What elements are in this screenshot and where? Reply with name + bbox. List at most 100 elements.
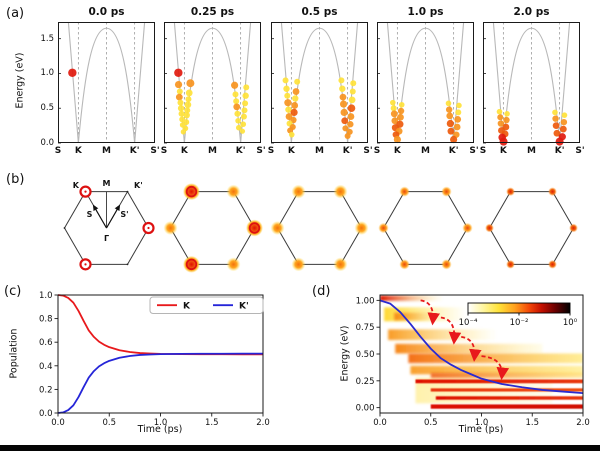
panel-d-xlabel: Time (ps) xyxy=(458,424,504,435)
brillouin-zone-hexagon xyxy=(485,187,578,269)
band-panel-xticks: S K M K' S' xyxy=(54,146,160,158)
population-curve-Kp xyxy=(57,352,263,414)
bz-corner-marker xyxy=(399,259,410,270)
band-xtick-label: K xyxy=(180,146,188,156)
panel-c-xlabel: Time (ps) xyxy=(137,424,183,435)
band-xtick-label: S xyxy=(160,146,168,156)
band-xtick-label: S xyxy=(373,146,381,156)
band-panel-time-title: 0.0 ps xyxy=(88,6,125,18)
band-panel-xticks: S K M K' S' xyxy=(373,146,479,158)
band-xtick-label: M xyxy=(527,146,536,156)
heatmap-xtick-label: 0.0 xyxy=(373,418,387,428)
bz-corner-marker xyxy=(226,184,241,199)
heatmap-ytick-label: 1.00 xyxy=(356,296,375,306)
band-panel-time-title: 0.25 ps xyxy=(190,6,235,18)
population-xtick-label: 0.0 xyxy=(51,418,65,428)
bz-corner-marker xyxy=(354,221,369,235)
bz-corner-marker xyxy=(333,257,348,272)
population-xtick-label: 0.5 xyxy=(102,418,116,428)
panel-c-label: (c) xyxy=(4,284,22,299)
mean-energy-curve xyxy=(380,299,583,395)
bz-corner-marker xyxy=(183,255,200,273)
band-xtick-label: M xyxy=(102,146,111,156)
heatmap-xtick-label: 0.5 xyxy=(424,418,438,428)
band-xtick-label: K xyxy=(74,146,82,156)
heatmap-xtick-label: 2.0 xyxy=(576,418,590,428)
band-xtick-label: K xyxy=(287,146,295,156)
band-xtick-label: K' xyxy=(554,146,565,156)
band-panel-xticks: S K M K' S' xyxy=(479,146,585,158)
band-ytick-label: 1.0 xyxy=(40,68,54,79)
brillouin-zone-hexagon xyxy=(270,184,369,272)
panel-a-label: (a) xyxy=(6,6,25,21)
band-structure-panel xyxy=(271,21,368,144)
bz-corner-marker xyxy=(441,186,452,197)
bz-corner-marker xyxy=(333,184,348,199)
bz-corner-marker xyxy=(79,185,92,198)
band-xtick-label: S' xyxy=(256,146,266,156)
population-ytick-label: 0.0 xyxy=(39,409,53,419)
band-ytick-label: 1.5 xyxy=(40,33,54,44)
population-ytick-label: 0.8 xyxy=(39,315,53,325)
colorbar-tick-label: 10⁻⁴ xyxy=(459,318,478,328)
cascade-arrows xyxy=(420,299,510,381)
band-structure-panel xyxy=(483,21,580,146)
panel-a-ylabel: Energy (eV) xyxy=(14,52,26,109)
bz-point-label: K xyxy=(73,181,80,190)
electron-occupation-dots xyxy=(390,99,462,144)
bz-corner-marker xyxy=(506,259,515,269)
heatmap-ytick-label: 0.00 xyxy=(356,404,375,414)
legend-label-K: K xyxy=(183,302,191,312)
bz-corner-marker xyxy=(79,258,92,271)
bz-corner-marker xyxy=(226,257,241,272)
bz-corner-marker xyxy=(441,259,452,270)
heatmap-xtick-label: 1.5 xyxy=(525,418,539,428)
band-xtick-label: M xyxy=(315,146,324,156)
legend: K K' xyxy=(149,296,264,314)
bz-point-label: S xyxy=(87,210,93,219)
population-ytick-label: 0.2 xyxy=(39,385,53,395)
band-xtick-label: K xyxy=(499,146,507,156)
population-xtick-label: 2.0 xyxy=(256,418,270,428)
band-ytick-label: 0.5 xyxy=(40,103,54,114)
heatmap-ytick-label: 0.75 xyxy=(356,323,375,333)
band-panel-time-title: 0.5 ps xyxy=(301,6,338,18)
band-xtick-label: S' xyxy=(575,146,585,156)
electron-occupation-dots xyxy=(174,68,250,135)
band-xtick-label: S' xyxy=(469,146,479,156)
bz-corner-marker xyxy=(506,187,515,197)
bz-corner-marker xyxy=(569,223,578,233)
population-ytick-label: 0.6 xyxy=(39,338,53,348)
bz-point-label: Γ xyxy=(104,234,109,243)
bz-corner-marker xyxy=(183,183,200,201)
electron-occupation-dots xyxy=(496,108,568,146)
bz-corner-marker xyxy=(126,190,129,193)
bottom-bar xyxy=(0,445,600,451)
electron-occupation-dots xyxy=(282,77,357,140)
band-xtick-label: S xyxy=(54,146,62,156)
band-structure-panel xyxy=(377,21,474,144)
panel-c-ylabel: Population xyxy=(8,328,20,379)
band-structure-panel xyxy=(164,21,261,144)
population-vs-time-plot: 0.0 0.5 1.0 1.5 2.0 0.0 0.2 0.4 0.6 0.8 1.0 K K' xyxy=(39,291,270,428)
heatmap-xtick-label: 1.0 xyxy=(475,418,489,428)
band-xtick-label: S' xyxy=(150,146,160,156)
bz-corner-marker xyxy=(291,184,306,199)
bz-corner-marker xyxy=(462,222,473,234)
bz-point-label: S' xyxy=(120,210,128,219)
band-xtick-label: M xyxy=(208,146,217,156)
brillouin-zone-hexagon xyxy=(378,186,473,270)
colorbar-tick-label: 10⁻² xyxy=(510,318,529,328)
band-ytick-label: 0.0 xyxy=(40,138,54,148)
band-xtick-label: K' xyxy=(129,146,140,156)
bz-corner-marker xyxy=(399,186,410,197)
band-xtick-label: K' xyxy=(235,146,246,156)
panel-b-label: (b) xyxy=(6,172,25,187)
band-panel-time-title: 2.0 ps xyxy=(513,6,550,18)
brillouin-zone-hexagon xyxy=(163,183,263,273)
bz-corner-marker xyxy=(270,221,285,235)
colorbar: 10⁻⁴ 10⁻² 10⁰ xyxy=(459,302,578,328)
band-xtick-label: K' xyxy=(342,146,353,156)
band-xtick-label: S xyxy=(479,146,487,156)
